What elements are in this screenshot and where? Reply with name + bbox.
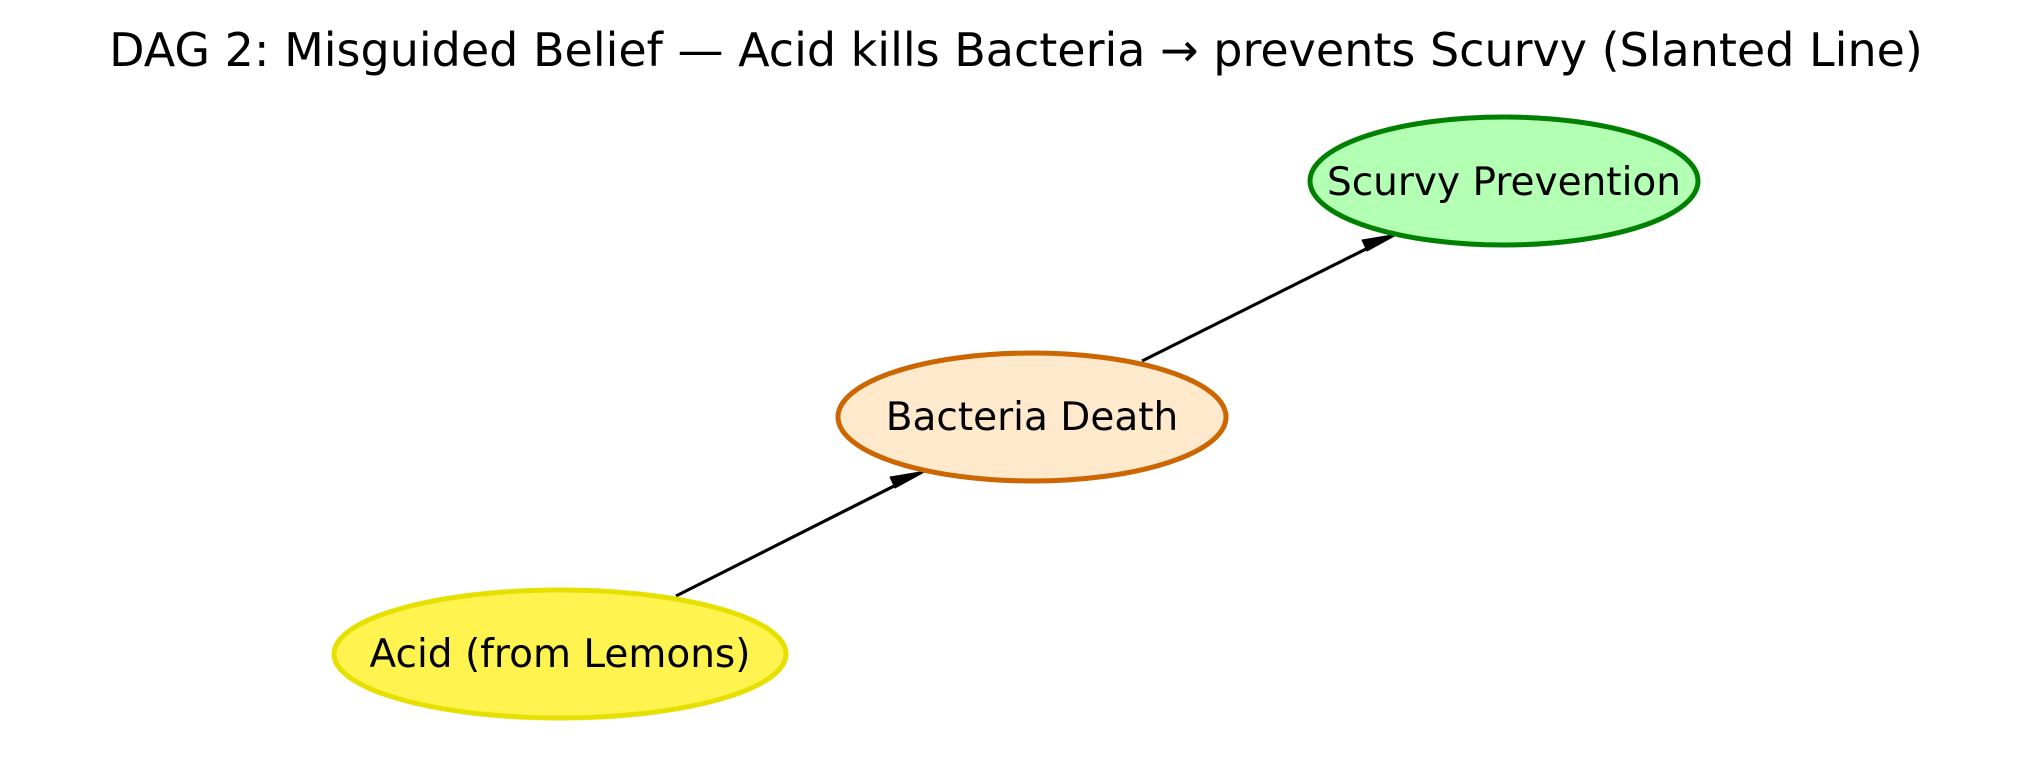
node-label: Acid (from Lemons) — [370, 632, 751, 677]
edge-line — [1141, 243, 1375, 363]
edge-bacteria-to-scurvy — [1141, 233, 1399, 363]
arrowhead-icon — [889, 470, 927, 489]
edge-line — [675, 480, 903, 598]
edge-acid-to-bacteria — [675, 470, 927, 598]
diagram-title: DAG 2: Misguided Belief — Acid kills Bac… — [109, 23, 1923, 77]
node-scurvy-prevention: Scurvy Prevention — [1307, 114, 1701, 248]
node-label: Scurvy Prevention — [1327, 160, 1681, 205]
node-shape — [1307, 114, 1701, 248]
node-bacteria-death: Bacteria Death — [835, 350, 1229, 484]
node-shape — [331, 587, 789, 721]
arrowhead-icon — [1361, 233, 1399, 252]
node-label: Bacteria Death — [886, 395, 1178, 440]
node-shape — [835, 350, 1229, 484]
node-acid: Acid (from Lemons) — [331, 587, 789, 721]
